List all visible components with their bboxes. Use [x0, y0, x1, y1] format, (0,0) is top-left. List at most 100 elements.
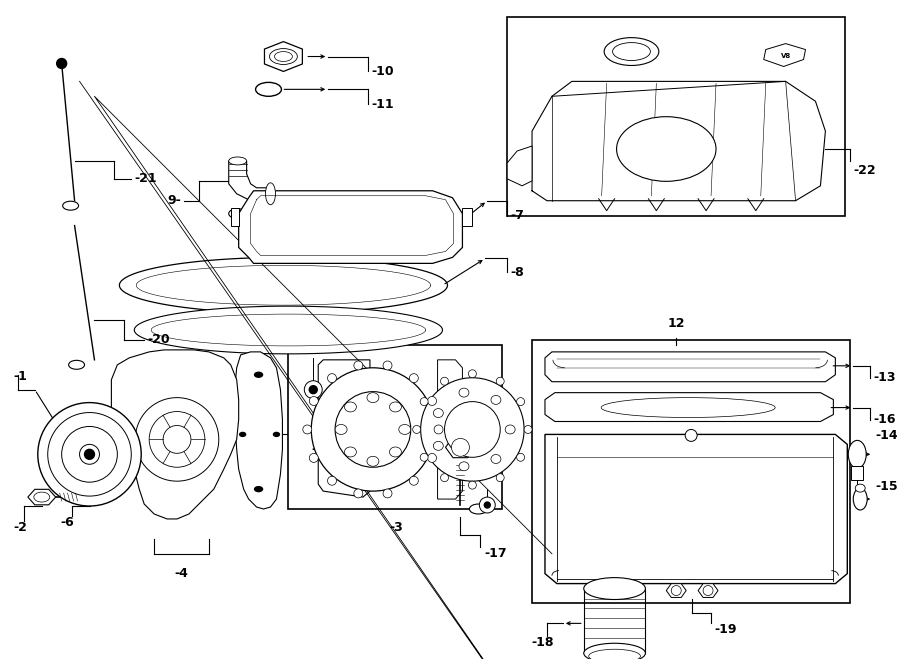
- Bar: [230, 208, 238, 225]
- Ellipse shape: [491, 395, 501, 405]
- Ellipse shape: [496, 474, 504, 482]
- Ellipse shape: [459, 462, 469, 471]
- Text: -18: -18: [532, 637, 554, 649]
- Polygon shape: [545, 352, 835, 381]
- Circle shape: [163, 426, 191, 453]
- Text: -16: -16: [873, 413, 896, 426]
- Bar: [508, 17, 845, 215]
- Text: -19: -19: [714, 623, 736, 637]
- Ellipse shape: [255, 486, 263, 492]
- Ellipse shape: [256, 83, 282, 97]
- Ellipse shape: [853, 488, 868, 510]
- Ellipse shape: [354, 361, 363, 370]
- Circle shape: [420, 377, 524, 481]
- Ellipse shape: [441, 377, 448, 385]
- Ellipse shape: [420, 453, 428, 461]
- Ellipse shape: [390, 402, 401, 412]
- Ellipse shape: [274, 432, 279, 436]
- Ellipse shape: [345, 447, 356, 457]
- Text: V8: V8: [780, 52, 791, 59]
- Text: -13: -13: [873, 371, 896, 384]
- Ellipse shape: [517, 453, 525, 461]
- Ellipse shape: [328, 477, 337, 485]
- Polygon shape: [28, 489, 56, 505]
- Ellipse shape: [601, 398, 775, 418]
- Circle shape: [135, 398, 219, 481]
- Text: -1: -1: [13, 369, 27, 383]
- Text: -6: -6: [60, 516, 75, 529]
- Bar: [288, 345, 502, 509]
- Ellipse shape: [441, 474, 448, 482]
- Bar: [463, 208, 473, 225]
- Text: -3: -3: [389, 521, 402, 534]
- Ellipse shape: [34, 492, 50, 502]
- Ellipse shape: [434, 442, 444, 450]
- Bar: [851, 466, 863, 480]
- Ellipse shape: [328, 373, 337, 383]
- Ellipse shape: [229, 157, 247, 165]
- Ellipse shape: [229, 209, 247, 219]
- Polygon shape: [508, 146, 532, 186]
- Circle shape: [85, 449, 94, 459]
- Ellipse shape: [496, 377, 504, 385]
- Circle shape: [671, 586, 681, 596]
- Circle shape: [79, 444, 99, 464]
- Polygon shape: [437, 360, 463, 499]
- Text: -22: -22: [853, 164, 876, 177]
- Ellipse shape: [434, 425, 443, 434]
- Ellipse shape: [505, 425, 515, 434]
- Ellipse shape: [383, 489, 392, 498]
- Ellipse shape: [491, 455, 501, 463]
- Ellipse shape: [589, 649, 641, 661]
- Ellipse shape: [390, 447, 401, 457]
- Polygon shape: [532, 81, 825, 201]
- Ellipse shape: [310, 453, 319, 463]
- Polygon shape: [446, 437, 475, 457]
- Circle shape: [57, 59, 67, 69]
- Ellipse shape: [420, 398, 428, 406]
- Circle shape: [484, 502, 491, 508]
- Circle shape: [335, 392, 410, 467]
- Text: -5: -5: [311, 443, 325, 456]
- Ellipse shape: [410, 477, 418, 485]
- Text: -21: -21: [134, 173, 157, 185]
- Ellipse shape: [468, 481, 476, 489]
- Ellipse shape: [302, 425, 311, 434]
- Ellipse shape: [428, 453, 436, 463]
- Polygon shape: [120, 257, 447, 313]
- Bar: [532, 340, 850, 603]
- Circle shape: [445, 402, 500, 457]
- Ellipse shape: [266, 183, 275, 205]
- Circle shape: [48, 412, 131, 496]
- Ellipse shape: [269, 48, 297, 65]
- Ellipse shape: [517, 398, 525, 406]
- Polygon shape: [238, 191, 463, 263]
- Ellipse shape: [367, 393, 379, 403]
- Ellipse shape: [468, 369, 476, 377]
- Polygon shape: [134, 306, 443, 354]
- Polygon shape: [545, 434, 847, 584]
- Polygon shape: [229, 161, 271, 201]
- Ellipse shape: [274, 52, 292, 61]
- Text: -17: -17: [484, 547, 507, 560]
- Circle shape: [149, 412, 205, 467]
- Text: 12: 12: [668, 317, 685, 330]
- Ellipse shape: [584, 578, 645, 600]
- Polygon shape: [545, 393, 833, 422]
- Ellipse shape: [413, 426, 420, 434]
- Ellipse shape: [239, 432, 246, 436]
- Text: -2: -2: [13, 521, 27, 534]
- Ellipse shape: [410, 373, 418, 383]
- Ellipse shape: [354, 489, 363, 498]
- Text: -8: -8: [510, 266, 524, 279]
- Ellipse shape: [613, 42, 651, 61]
- Circle shape: [310, 385, 317, 394]
- Text: -20: -20: [148, 333, 170, 346]
- Polygon shape: [698, 584, 718, 598]
- Polygon shape: [666, 584, 686, 598]
- Text: 9-: 9-: [167, 194, 181, 207]
- Ellipse shape: [434, 408, 444, 418]
- Ellipse shape: [459, 388, 469, 397]
- Ellipse shape: [383, 361, 392, 370]
- Ellipse shape: [310, 397, 319, 405]
